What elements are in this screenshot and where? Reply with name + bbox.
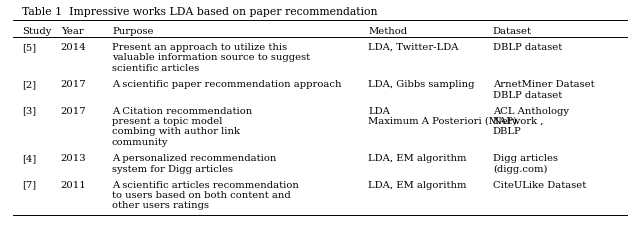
Text: A scientific articles recommendation: A scientific articles recommendation [112, 180, 299, 189]
Text: A personalized recommendation: A personalized recommendation [112, 154, 276, 163]
Text: DBLP: DBLP [493, 128, 522, 137]
Text: DBLP dataset: DBLP dataset [493, 43, 562, 52]
Text: Network ,: Network , [493, 117, 543, 126]
Text: 2017: 2017 [61, 106, 86, 115]
Text: LDA: LDA [368, 106, 390, 115]
Text: Present an approach to utilize this: Present an approach to utilize this [112, 43, 287, 52]
Text: (digg.com): (digg.com) [493, 164, 547, 174]
Text: to users based on both content and: to users based on both content and [112, 191, 291, 200]
Text: present a topic model: present a topic model [112, 117, 222, 126]
Text: [5]: [5] [22, 43, 36, 52]
Text: LDA, EM algorithm: LDA, EM algorithm [368, 154, 467, 163]
Text: [2]: [2] [22, 80, 36, 89]
Text: Study: Study [22, 27, 52, 36]
Text: A Citation recommendation: A Citation recommendation [112, 106, 252, 115]
Text: Dataset: Dataset [493, 27, 532, 36]
Text: Table 1  Impressive works LDA based on paper recommendation: Table 1 Impressive works LDA based on pa… [22, 7, 378, 17]
Text: LDA, EM algorithm: LDA, EM algorithm [368, 180, 467, 189]
Text: scientific articles: scientific articles [112, 64, 199, 73]
Text: LDA, Twitter-LDA: LDA, Twitter-LDA [368, 43, 458, 52]
Text: ArnetMiner Dataset: ArnetMiner Dataset [493, 80, 595, 89]
Text: 2017: 2017 [61, 80, 86, 89]
Text: Digg articles: Digg articles [493, 154, 558, 163]
Text: 2013: 2013 [61, 154, 86, 163]
Text: 2014: 2014 [61, 43, 86, 52]
Text: valuable information source to suggest: valuable information source to suggest [112, 54, 310, 63]
Text: Method: Method [368, 27, 407, 36]
Text: [4]: [4] [22, 154, 36, 163]
Text: A scientific paper recommendation approach: A scientific paper recommendation approa… [112, 80, 342, 89]
Text: CiteULike Dataset: CiteULike Dataset [493, 180, 586, 189]
Text: [3]: [3] [22, 106, 36, 115]
Text: Year: Year [61, 27, 84, 36]
Text: other users ratings: other users ratings [112, 201, 209, 211]
Text: ACL Anthology: ACL Anthology [493, 106, 569, 115]
Text: community: community [112, 138, 168, 147]
Text: system for Digg articles: system for Digg articles [112, 164, 233, 173]
Text: DBLP dataset: DBLP dataset [493, 90, 562, 99]
Text: Maximum A Posteriori (MAP): Maximum A Posteriori (MAP) [368, 117, 517, 126]
Text: 2011: 2011 [61, 180, 86, 189]
Text: LDA, Gibbs sampling: LDA, Gibbs sampling [368, 80, 474, 89]
Text: combing with author link: combing with author link [112, 128, 240, 137]
Text: Purpose: Purpose [112, 27, 154, 36]
Text: [7]: [7] [22, 180, 36, 189]
